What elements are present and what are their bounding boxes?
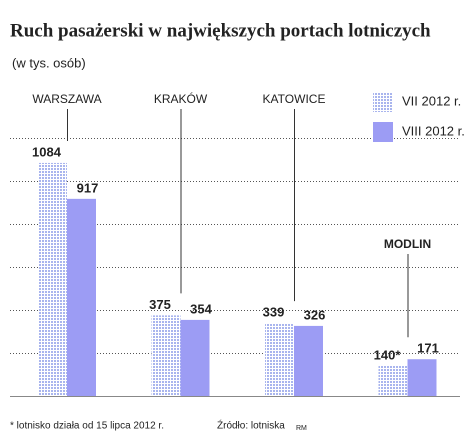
value-label: 354: [190, 301, 212, 316]
value-label: 375: [149, 297, 171, 312]
legend-label: VII 2012 r.: [402, 93, 461, 108]
chart-subtitle: (w tys. osób): [12, 55, 86, 70]
value-label: 339: [263, 305, 285, 320]
value-label: 1084: [32, 144, 62, 159]
category-label: WARSZAWA: [32, 92, 101, 106]
legend-swatch: [373, 122, 393, 142]
bar: [294, 325, 323, 396]
legend-label: VIII 2012 r.: [402, 123, 465, 138]
bar: [265, 323, 294, 396]
value-label: 326: [304, 307, 326, 322]
bar: [180, 319, 210, 396]
bar: [407, 359, 437, 396]
value-label: 171: [417, 341, 439, 356]
value-label: 917: [77, 180, 99, 195]
category-label: MODLIN: [384, 237, 431, 251]
bar: [38, 162, 67, 396]
bar: [67, 198, 96, 396]
value-label: 140*: [374, 347, 402, 362]
bar: [378, 365, 408, 396]
source: Źródło: lotniska: [217, 419, 285, 432]
legend-swatch: [373, 92, 393, 112]
chart-title: Ruch pasażerski w największych portach l…: [10, 20, 431, 41]
credit: RM: [296, 425, 307, 432]
category-label: KATOWICE: [263, 92, 326, 106]
footnote: * lotnisko działa od 15 lipca 2012 r.: [10, 421, 164, 432]
category-label: KRAKÓW: [154, 91, 208, 106]
bar: [151, 315, 181, 396]
